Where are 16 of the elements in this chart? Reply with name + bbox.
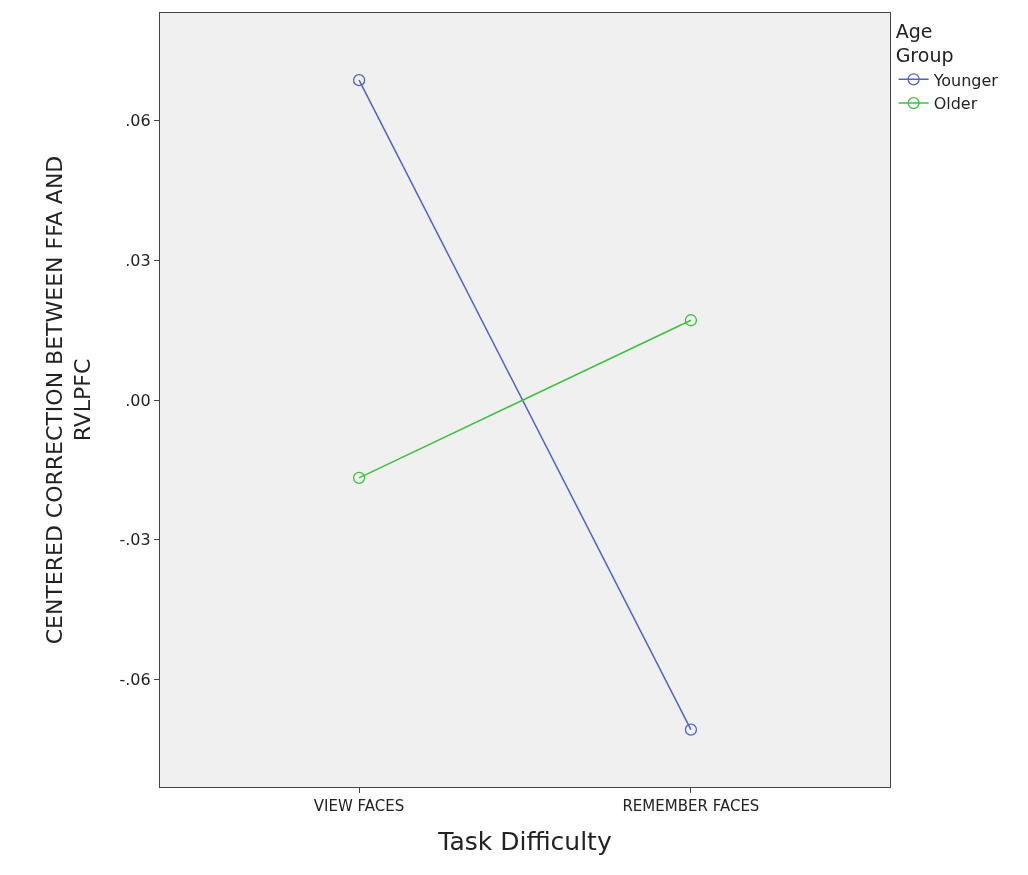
y-tick-label: .03 xyxy=(125,250,151,270)
x-axis-title: Task Difficulty xyxy=(437,827,612,857)
y-tick-label: -.06 xyxy=(119,670,151,690)
legend-label: Younger xyxy=(932,70,999,90)
x-tick-label: VIEW FACES xyxy=(313,797,405,816)
legend-label: Older xyxy=(933,94,978,114)
legend-title: Age Group xyxy=(895,19,954,67)
point xyxy=(352,471,366,485)
y-tick-label: .06 xyxy=(125,110,151,130)
x-tick-label: REMEMBER FACES xyxy=(622,797,760,816)
point xyxy=(684,723,698,736)
point xyxy=(684,314,698,327)
point xyxy=(352,73,366,87)
y-axis-title: CENTERED CORRECTION BETWEEN FFA AND RVLPFC xyxy=(41,155,96,645)
y-tick-label: -.03 xyxy=(119,530,151,550)
y-tick-label: .00 xyxy=(125,390,151,410)
